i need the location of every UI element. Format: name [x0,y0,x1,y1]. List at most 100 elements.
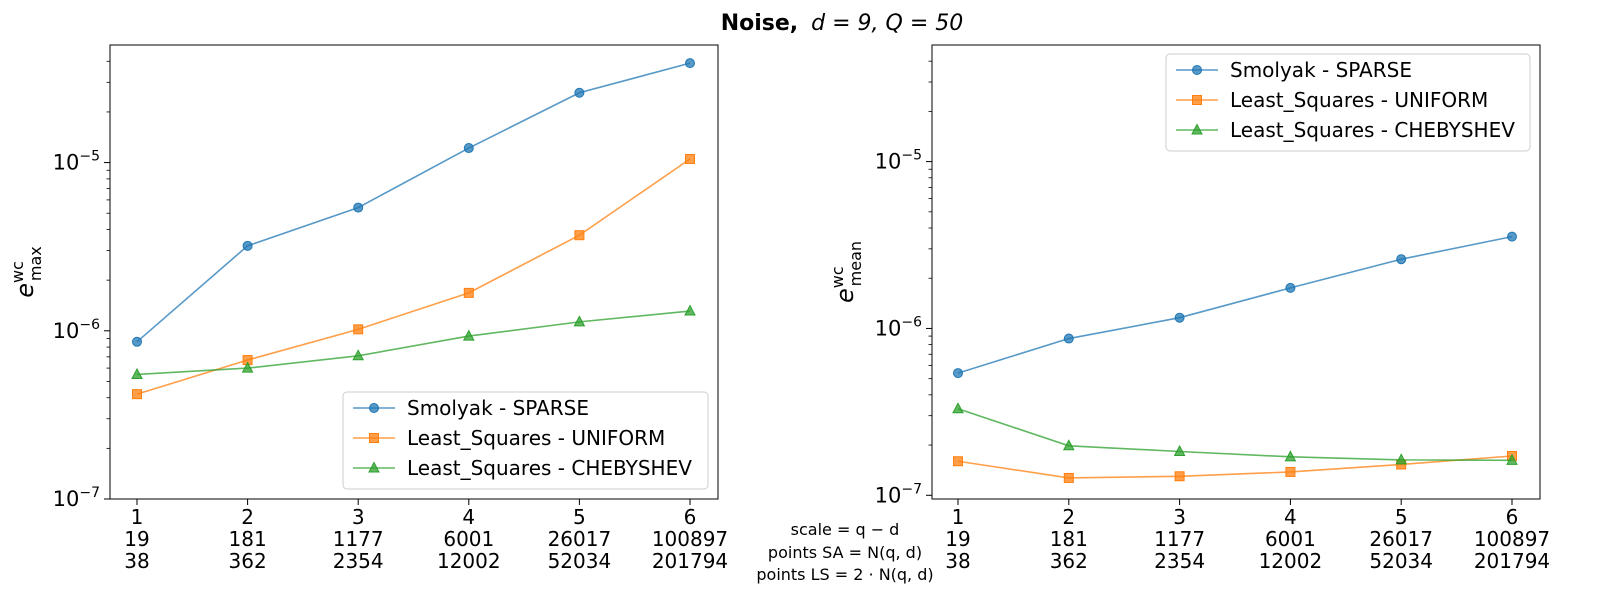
x-tick-label-scale: 2 [241,505,254,529]
data-point [241,361,254,373]
x-tick-label-scale: 5 [1395,505,1408,529]
y-tick-label-base: 10 [875,316,902,340]
figure-title-main: Noise, [721,11,798,36]
data-point [353,324,364,335]
series-line [957,235,1513,374]
series-square [132,154,695,400]
y-axis-label-sup: wc [828,266,847,288]
data-point [684,304,696,316]
series-line [957,455,1513,479]
y-tick-label-base: 10 [875,150,902,174]
data-point [574,87,585,98]
data-point [1395,453,1408,465]
data-point [1173,444,1186,456]
data-point [1396,254,1407,265]
legend-label: Least_Squares - CHEBYSHEV [407,456,692,480]
data-point [1063,472,1074,483]
legend-label: Least_Squares - UNIFORM [1230,88,1488,112]
legend-box [342,391,709,490]
data-point [685,154,695,165]
x-tick-label-points-sa: 26017 [1369,527,1433,551]
y-axis-label-sub: mean [846,241,865,286]
x-tick-label-points-sa: 6001 [443,527,494,551]
center-label-scale: scale = q − d [791,520,900,539]
data-point [242,240,253,251]
data-point [1506,453,1518,465]
x-tick-label-scale: 3 [352,505,365,529]
series-triangle [131,304,696,379]
y-axis-label: ewcmean [828,241,865,303]
y-tick-label-exponent: −7 [79,485,100,501]
x-tick-label-points-ls: 2354 [1154,549,1205,573]
x-tick-label-scale: 2 [1062,505,1075,529]
data-point [463,143,474,154]
data-point [462,329,475,341]
y-tick-label-exponent: −6 [901,314,922,330]
series-line [136,158,691,395]
x-tick-label-points-ls: 38 [945,549,970,573]
legend-marker [368,461,380,473]
data-point [953,368,963,379]
y-tick-label: 10−6 [875,314,922,340]
data-point [574,230,585,241]
x-tick-label-scale: 3 [1173,505,1186,529]
data-point [352,349,365,361]
y-tick-label-base: 10 [875,483,902,507]
data-point [685,58,695,69]
x-tick-label-points-sa: 181 [229,527,267,551]
x-tick-label-points-sa: 181 [1050,527,1088,551]
data-point [1284,450,1297,462]
data-point [1507,231,1517,242]
y-tick-label: 10−5 [875,148,922,174]
figure-title: Noise, d = 9, Q = 50 [721,11,964,36]
y-axis-label-sup: wc [8,261,27,283]
x-tick-label-points-ls: 201794 [1474,549,1550,573]
y-tick-label: 10−7 [875,481,922,507]
series-circle [953,231,1517,379]
x-tick-label-points-ls: 362 [229,549,267,573]
y-tick-label: 10−7 [53,485,100,511]
series-circle [132,58,695,347]
x-tick-label-points-ls: 2354 [333,549,384,573]
x-tick-label-scale: 6 [684,505,697,529]
x-tick-label-points-ls: 38 [124,549,149,573]
x-tick-label-points-ls: 362 [1050,549,1088,573]
series-line [957,408,1513,462]
x-tick-label-points-ls: 12002 [437,549,501,573]
legend-marker [1191,123,1203,135]
legend-label: Smolyak - SPARSE [407,396,589,420]
data-point [132,336,142,347]
legend: Smolyak - SPARSE Least_Squares - UNIFORM L… [342,391,709,490]
data-point [463,287,474,298]
y-axis-label-sub: max [26,246,45,281]
x-tick-label-points-sa: 6001 [1265,527,1316,551]
plot-area-frame [931,44,1541,500]
legend-marker [369,403,379,413]
x-tick-label-points-sa: 26017 [548,527,612,551]
x-tick-label-points-sa: 100897 [1474,527,1550,551]
series-square [953,450,1517,483]
x-tick-label-points-ls: 52034 [548,549,612,573]
y-tick-label-exponent: −5 [901,148,922,164]
data-point [1063,333,1074,344]
x-tick-label-scale: 4 [1284,505,1297,529]
x-tick-label-points-sa: 1177 [1154,527,1205,551]
center-label-points-ls: points LS = 2 · N(q, d) [756,565,933,584]
legend-marker [1192,65,1202,75]
legend-box [1165,53,1531,152]
x-tick-label-points-ls: 201794 [652,549,728,573]
x-tick-label-points-ls: 52034 [1369,549,1433,573]
y-tick-label-exponent: −5 [79,149,100,165]
series-line [136,62,691,343]
legend-marker [369,433,379,443]
y-axis-label: ewcmax [8,246,45,298]
legend-marker [1192,95,1202,105]
data-point [952,402,964,414]
x-tick-label-points-sa: 19 [124,527,149,551]
data-point [1174,471,1185,482]
data-point [132,389,142,400]
y-axis-label-base: e [11,283,39,298]
y-tick-label: 10−6 [53,317,100,343]
legend-label: Least_Squares - CHEBYSHEV [1230,118,1515,142]
